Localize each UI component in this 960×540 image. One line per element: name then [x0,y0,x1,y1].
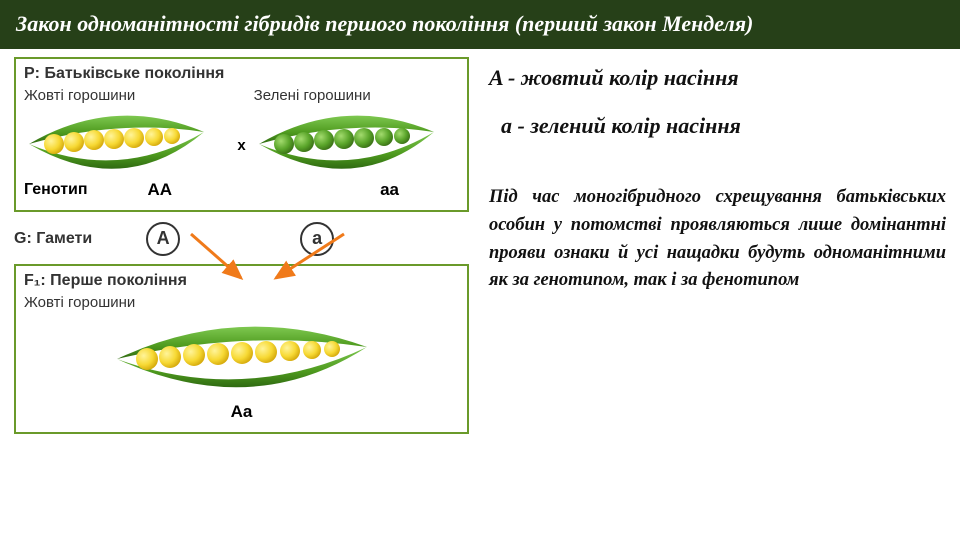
f1-genotype: Aa [24,402,459,422]
law-definition: Під час моногібридного схрещування батьк… [489,184,946,295]
parents-heading: P: Батьківське покоління [24,65,459,83]
genotype-row: Генотип АА аа [24,180,459,200]
parent-right-pod [254,104,459,176]
f1-heading-text: F₁: Перше покоління [24,272,187,289]
parent-left-label: Жовті горошини [24,87,229,104]
f1-label: Жовті горошини [24,294,459,311]
gamete-right-circle: a [300,222,334,256]
parent-left: Жовті горошини [24,87,229,176]
parents-panel: P: Батьківське покоління Жовті горошини [14,57,469,212]
gametes-row: G: Гамети A a [14,222,469,256]
slide-title: Закон одноманітності гібридів першого по… [0,0,960,49]
legend-dominant: A - жовтий колір насіння [489,63,946,94]
gametes-heading: G: Гамети [14,230,92,248]
f1-panel: F₁: Перше покоління Жовті горошини Aa [14,264,469,434]
pea-pod-green [254,104,439,176]
genotype-left: АА [148,180,173,200]
genotype-label: Генотип [24,181,88,199]
diagram-column: P: Батьківське покоління Жовті горошини [14,57,469,444]
parent-right: Зелені горошини [254,87,459,176]
pea-pod-yellow [24,104,209,176]
pea-pod-f1 [112,313,372,395]
text-column: A - жовтий колір насіння a - зелений кол… [489,57,946,444]
parent-left-pod [24,104,229,176]
f1-pod [112,313,372,395]
parent-right-label: Зелені горошини [254,87,459,104]
content-area: P: Батьківське покоління Жовті горошини [0,49,960,444]
f1-heading: F₁: Перше покоління [24,272,459,290]
cross-symbol: x [237,137,245,154]
gamete-left-circle: A [146,222,180,256]
genotype-right: аа [380,180,399,200]
legend-recessive: a - зелений колір насіння [501,111,946,142]
